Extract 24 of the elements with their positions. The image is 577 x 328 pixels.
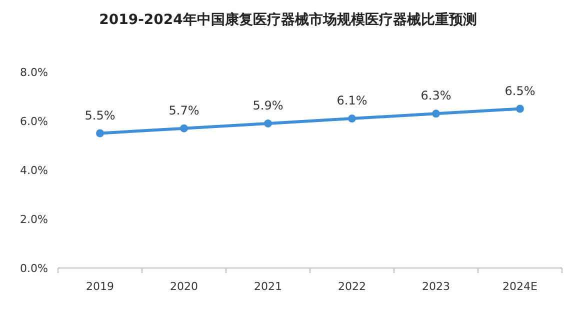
- x-tick-label: 2022: [338, 280, 366, 293]
- x-tick-label: 2023: [422, 280, 450, 293]
- x-tick-label: 2024E: [502, 280, 538, 293]
- data-label: 5.7%: [168, 103, 200, 118]
- point: [348, 114, 356, 123]
- point: [96, 129, 104, 138]
- data-label: 5.9%: [252, 98, 284, 112]
- data-label: 6.3%: [420, 88, 452, 103]
- data-label: 5.5%: [84, 108, 116, 122]
- chart-title: 2019-2024年中国康复医疗器械市场规模医疗器械比重预测: [99, 11, 477, 28]
- data-label: 6.5%: [504, 84, 536, 98]
- y-tick-label: 0.0%: [20, 262, 48, 275]
- x-tick-label: 2019: [86, 280, 114, 293]
- x-tick-label: 2020: [170, 280, 198, 293]
- point: [180, 124, 188, 132]
- y-tick-label: 8.0%: [20, 66, 48, 79]
- y-tick-label: 2.0%: [20, 213, 48, 226]
- y-tick-label: 6.0%: [20, 115, 48, 128]
- point: [516, 104, 524, 113]
- point: [264, 119, 272, 128]
- x-tick-label: 2021: [254, 280, 282, 293]
- data-label: 6.1%: [336, 94, 368, 108]
- y-tick-label: 4.0%: [20, 164, 48, 177]
- point: [432, 110, 440, 118]
